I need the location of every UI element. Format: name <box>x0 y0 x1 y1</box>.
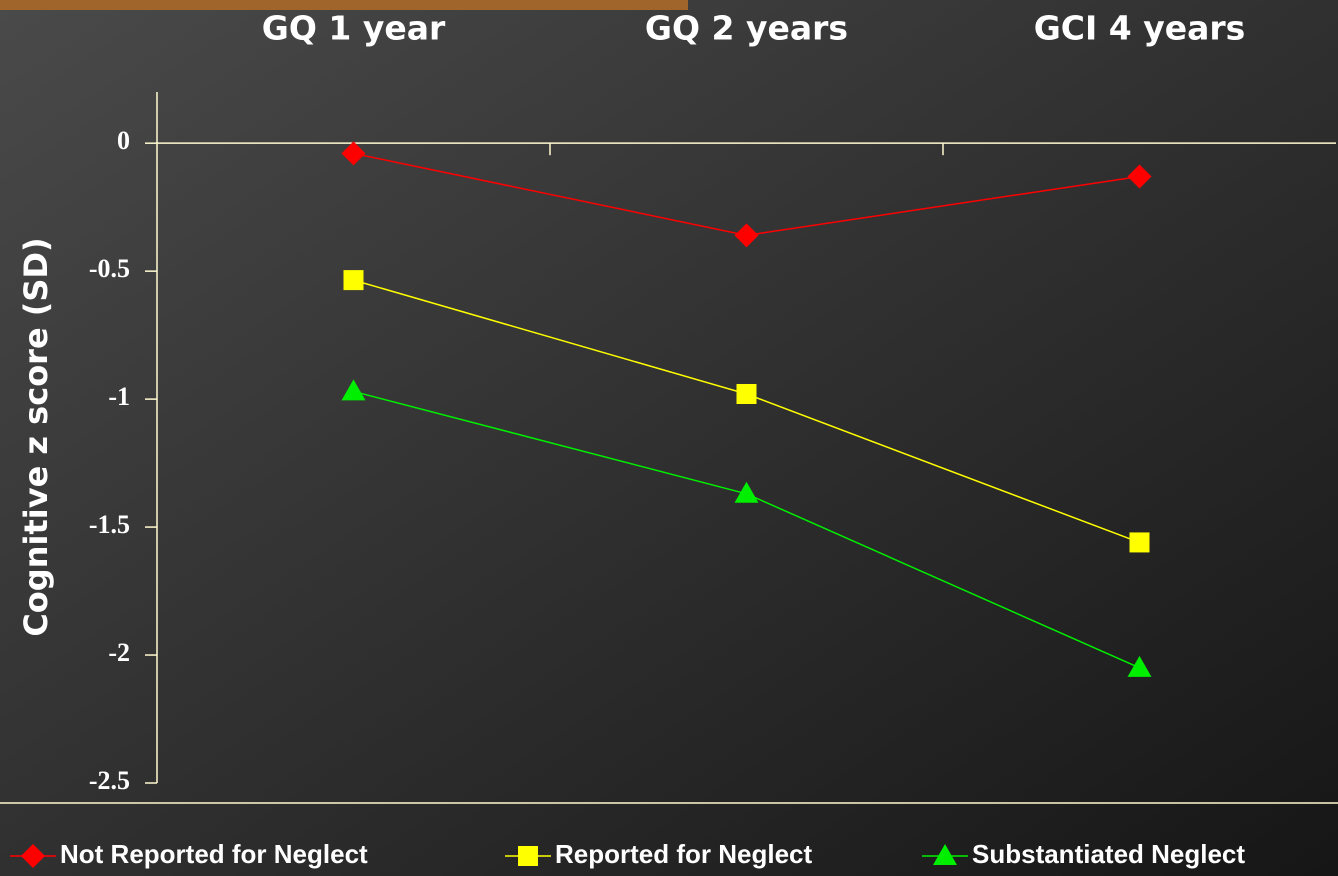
legend-label: Not Reported for Neglect <box>60 839 368 869</box>
y-tick-label: -2 <box>108 638 130 667</box>
x-tick-label: GQ 1 year <box>262 9 446 48</box>
legend-marker <box>21 844 45 868</box>
point <box>341 379 366 401</box>
point <box>1127 164 1152 189</box>
y-tick-label: -2.5 <box>89 766 130 795</box>
point <box>736 383 757 404</box>
y-tick-label: -1.5 <box>89 510 130 539</box>
legend-marker <box>518 846 538 866</box>
y-tick-label: -1 <box>108 382 130 411</box>
y-axis-title: Cognitive z score (SD) <box>17 237 55 636</box>
legend-marker <box>933 844 957 865</box>
x-tick-label: GQ 2 years <box>645 9 848 48</box>
x-tick-label: GCI 4 years <box>1034 9 1246 48</box>
point <box>343 270 364 291</box>
point <box>341 141 366 166</box>
y-tick-label: 0 <box>117 126 130 155</box>
decor-strip <box>0 0 688 10</box>
point <box>1129 532 1150 553</box>
point <box>734 481 759 503</box>
point <box>734 223 759 248</box>
point <box>1127 655 1152 677</box>
legend-label: Reported for Neglect <box>555 839 812 869</box>
legend-label: Substantiated Neglect <box>972 839 1245 869</box>
y-tick-label: -0.5 <box>89 254 130 283</box>
